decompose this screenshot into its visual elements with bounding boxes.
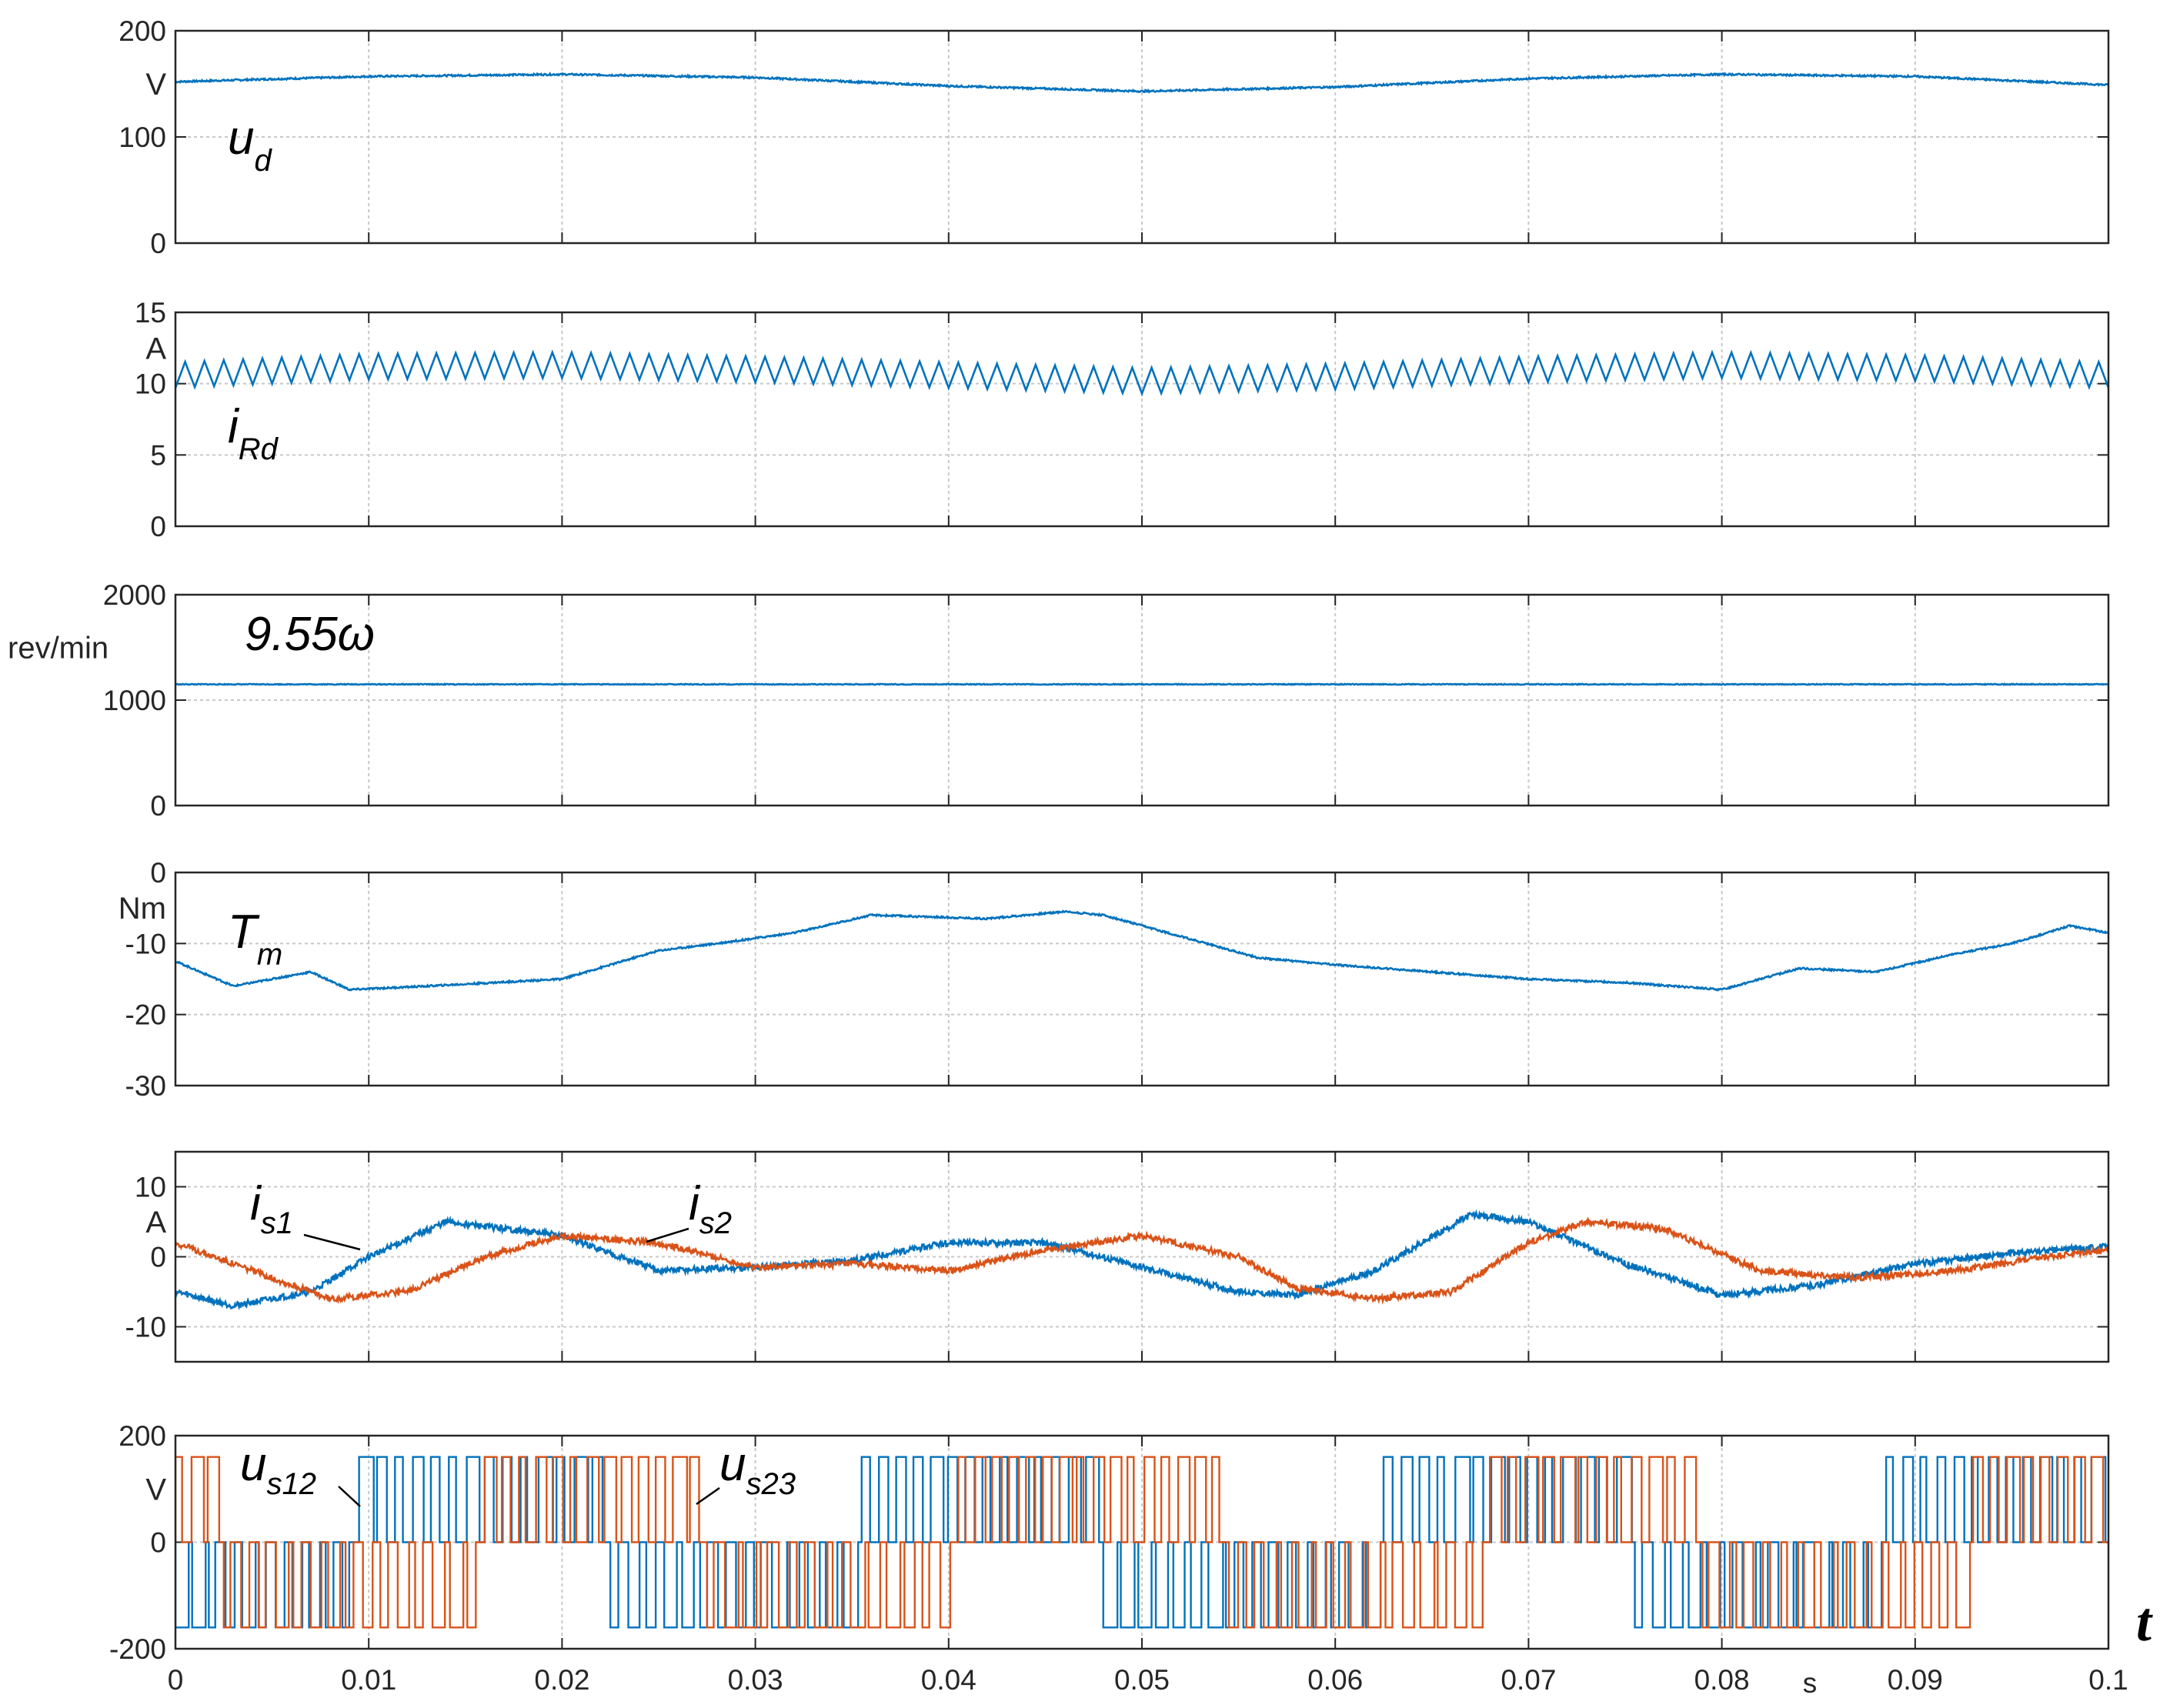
y-tick-label: -10	[125, 1312, 166, 1343]
series-line-s0	[175, 349, 2108, 397]
y-tick-label: 0	[150, 228, 166, 259]
y-tick-label: 10	[135, 369, 166, 400]
signal-label: ud	[228, 112, 272, 178]
axes-frame	[174, 1150, 2110, 1363]
axes-frame	[174, 29, 2110, 245]
x-tick-label: 0.04	[921, 1664, 976, 1696]
x-tick-label: 0	[168, 1664, 184, 1696]
subplot-6-labels: us12 us23	[240, 1438, 796, 1507]
series-line-s0	[175, 909, 2108, 992]
series-line-s0	[175, 72, 2108, 94]
subplot-5-labels: is1 is2	[250, 1177, 732, 1251]
series-label-us23: us23	[719, 1438, 796, 1501]
axes-frame	[174, 311, 2110, 528]
y-tick-label: 200	[119, 1420, 166, 1452]
x-axis: 0 0.01 0.02 0.03 0.04 0.05 0.06 0.07 0.08 0.09 0.1…	[168, 1591, 2153, 1699]
y-unit-label: V	[145, 1473, 166, 1506]
x-tick-label: 0.05	[1114, 1664, 1170, 1696]
y-unit-label: V	[145, 68, 166, 102]
series-label-is1-leader	[303, 1233, 361, 1251]
y-tick-label: 200	[119, 15, 166, 47]
series-line-i_s1	[175, 1209, 2108, 1311]
y-tick-label: 5	[150, 439, 166, 471]
y-tick-label: 0	[150, 790, 166, 822]
subplot-3: 2000 1000 0 rev/min 9.55ω	[8, 579, 2110, 822]
y-tick-label: -10	[125, 928, 166, 959]
x-tick-label: 0.09	[1888, 1664, 1943, 1696]
x-tick-label: 0.06	[1307, 1664, 1363, 1696]
series-label-us12-leader	[338, 1486, 361, 1507]
y-tick-label: 15	[135, 297, 166, 329]
x-tick-label: 0.08	[1694, 1664, 1750, 1696]
x-axis-label: t	[2136, 1591, 2153, 1653]
signal-label: Tm	[228, 906, 282, 972]
series-label-is2-leader	[646, 1227, 689, 1243]
y-tick-label: 0	[150, 1527, 166, 1559]
y-tick-label: 0	[150, 1242, 166, 1273]
series-line-u_s23	[175, 1456, 2108, 1629]
y-unit-label: A	[145, 332, 166, 365]
axes-frame	[174, 593, 2110, 807]
axes-frame	[174, 871, 2110, 1087]
x-tick-label: 0.03	[728, 1664, 783, 1696]
subplot-1: 200 100 0 Vud	[119, 15, 2110, 259]
y-unit-label: A	[145, 1206, 166, 1239]
series-label-us23-leader	[696, 1486, 720, 1506]
series-label-us12: us12	[240, 1438, 316, 1501]
y-tick-label: -200	[109, 1633, 166, 1665]
y-unit-label: rev/min	[8, 632, 108, 666]
subplot-5: 10 0 -10 A	[125, 1150, 2110, 1363]
series-line-s0	[175, 682, 2108, 686]
y-tick-label: 100	[119, 122, 166, 153]
y-tick-label: -30	[125, 1070, 166, 1102]
y-tick-label: 0	[150, 857, 166, 889]
x-tick-label: 0.07	[1501, 1664, 1556, 1696]
signal-label: iRd	[228, 400, 279, 466]
x-tick-label: 0.01	[341, 1664, 396, 1696]
y-tick-label: 10	[135, 1172, 166, 1203]
y-unit-label: Nm	[119, 892, 166, 926]
x-unit-label: s	[1803, 1667, 1818, 1699]
axes-frame	[174, 1434, 2110, 1650]
signal-label: 9.55ω	[245, 608, 375, 661]
y-tick-label: 2000	[103, 579, 166, 611]
x-tick-label: 0.1	[2088, 1664, 2128, 1696]
y-tick-label: -20	[125, 999, 166, 1031]
subplot-6: 200 0 -200 V	[109, 1420, 2110, 1665]
y-tick-label: 0	[150, 511, 166, 542]
x-tick-label: 0.02	[534, 1664, 589, 1696]
series-line-i_s2	[175, 1216, 2108, 1305]
y-tick-label: 1000	[103, 685, 166, 716]
subplot-4: 0 -10 -20 -30 Nm Tm	[119, 857, 2110, 1102]
